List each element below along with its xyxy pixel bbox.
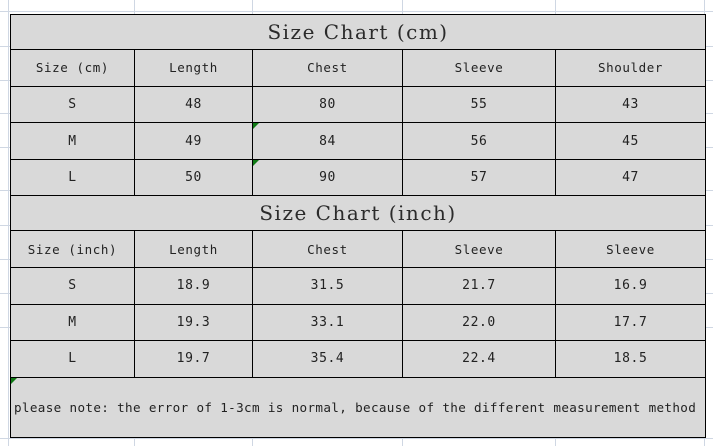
note-cell: please note: the error of 1-3cm is norma… — [9, 376, 707, 439]
size-chart-table: Size Chart (cm) Size (cm) Length Chest S… — [9, 14, 707, 439]
cm-header-sleeve: Sleeve — [402, 48, 556, 87]
inch-cell-chest: 33.1 — [252, 303, 403, 342]
table-row: S 48 80 55 43 — [10, 85, 707, 124]
inch-cell-shoulder: 17.7 — [554, 303, 707, 342]
cm-table-title-row: Size Chart (cm) — [9, 14, 707, 50]
inch-table-header-row: Size (inch) Length Chest Sleeve Sleeve — [10, 230, 707, 269]
inch-cell-sleeve: 22.4 — [402, 340, 556, 378]
inch-cell-chest: 35.4 — [252, 340, 403, 378]
inch-cell-sleeve: 21.7 — [402, 267, 556, 305]
gridline-vertical — [8, 0, 9, 446]
cm-cell-sleeve: 55 — [402, 85, 556, 124]
comment-marker-icon — [253, 123, 259, 130]
cm-cell-length: 49 — [134, 122, 253, 160]
cm-cell-shoulder: 47 — [554, 158, 707, 197]
cm-header-chest: Chest — [252, 48, 403, 87]
inch-cell-shoulder: 16.9 — [554, 267, 707, 305]
inch-header-size: Size (inch) — [10, 230, 135, 269]
gridline-horizontal — [0, 438, 713, 439]
cm-cell-chest-value: 84 — [319, 133, 336, 149]
inch-header-length: Length — [134, 230, 253, 269]
cm-cell-chest: 80 — [252, 85, 403, 124]
cm-cell-size: M — [10, 122, 135, 160]
inch-cell-size: L — [10, 340, 135, 378]
inch-header-shoulder: Sleeve — [554, 230, 707, 269]
cm-cell-sleeve: 56 — [402, 122, 556, 160]
comment-marker-icon — [253, 159, 259, 166]
cm-cell-size: S — [10, 85, 135, 124]
note-row: please note: the error of 1-3cm is norma… — [9, 376, 707, 439]
inch-cell-length: 18.9 — [134, 267, 253, 305]
table-row: M 49 84 56 45 — [10, 122, 707, 160]
table-row: S 18.9 31.5 21.7 16.9 — [10, 267, 707, 305]
inch-cell-length: 19.7 — [134, 340, 253, 378]
cm-cell-length: 50 — [134, 158, 253, 197]
inch-cell-size: S — [10, 267, 135, 305]
inch-table-title-row: Size Chart (inch) — [9, 195, 707, 232]
comment-marker-icon — [11, 377, 17, 384]
size-chart-container: Size Chart (cm) Size (cm) Length Chest S… — [9, 14, 707, 439]
cm-cell-chest-value: 90 — [319, 170, 336, 186]
inch-cell-sleeve: 22.0 — [402, 303, 556, 342]
cm-header-size: Size (cm) — [10, 48, 135, 87]
cm-cell-size: L — [10, 158, 135, 197]
table-row: L 19.7 35.4 22.4 18.5 — [10, 340, 707, 378]
inch-cell-length: 19.3 — [134, 303, 253, 342]
inch-table-title: Size Chart (inch) — [9, 195, 707, 232]
cm-cell-chest: 84 — [252, 122, 403, 160]
inch-header-chest: Chest — [252, 230, 403, 269]
inch-cell-chest: 31.5 — [252, 267, 403, 305]
cm-cell-shoulder: 45 — [554, 122, 707, 160]
cm-header-shoulder: Shoulder — [554, 48, 707, 87]
note-text: please note: the error of 1-3cm is norma… — [14, 399, 697, 415]
gridline-horizontal — [0, 11, 713, 12]
cm-table-header-row: Size (cm) Length Chest Sleeve Shoulder — [10, 48, 707, 87]
cm-cell-chest: 90 — [252, 158, 403, 197]
cm-table-title: Size Chart (cm) — [9, 14, 707, 50]
inch-cell-size: M — [10, 303, 135, 342]
inch-cell-shoulder: 18.5 — [554, 340, 707, 378]
table-row: M 19.3 33.1 22.0 17.7 — [10, 303, 707, 342]
cm-cell-shoulder: 43 — [554, 85, 707, 124]
cm-cell-sleeve: 57 — [402, 158, 556, 197]
table-row: L 50 90 57 47 — [10, 158, 707, 197]
cm-header-length: Length — [134, 48, 253, 87]
inch-header-sleeve: Sleeve — [402, 230, 556, 269]
cm-cell-length: 48 — [134, 85, 253, 124]
